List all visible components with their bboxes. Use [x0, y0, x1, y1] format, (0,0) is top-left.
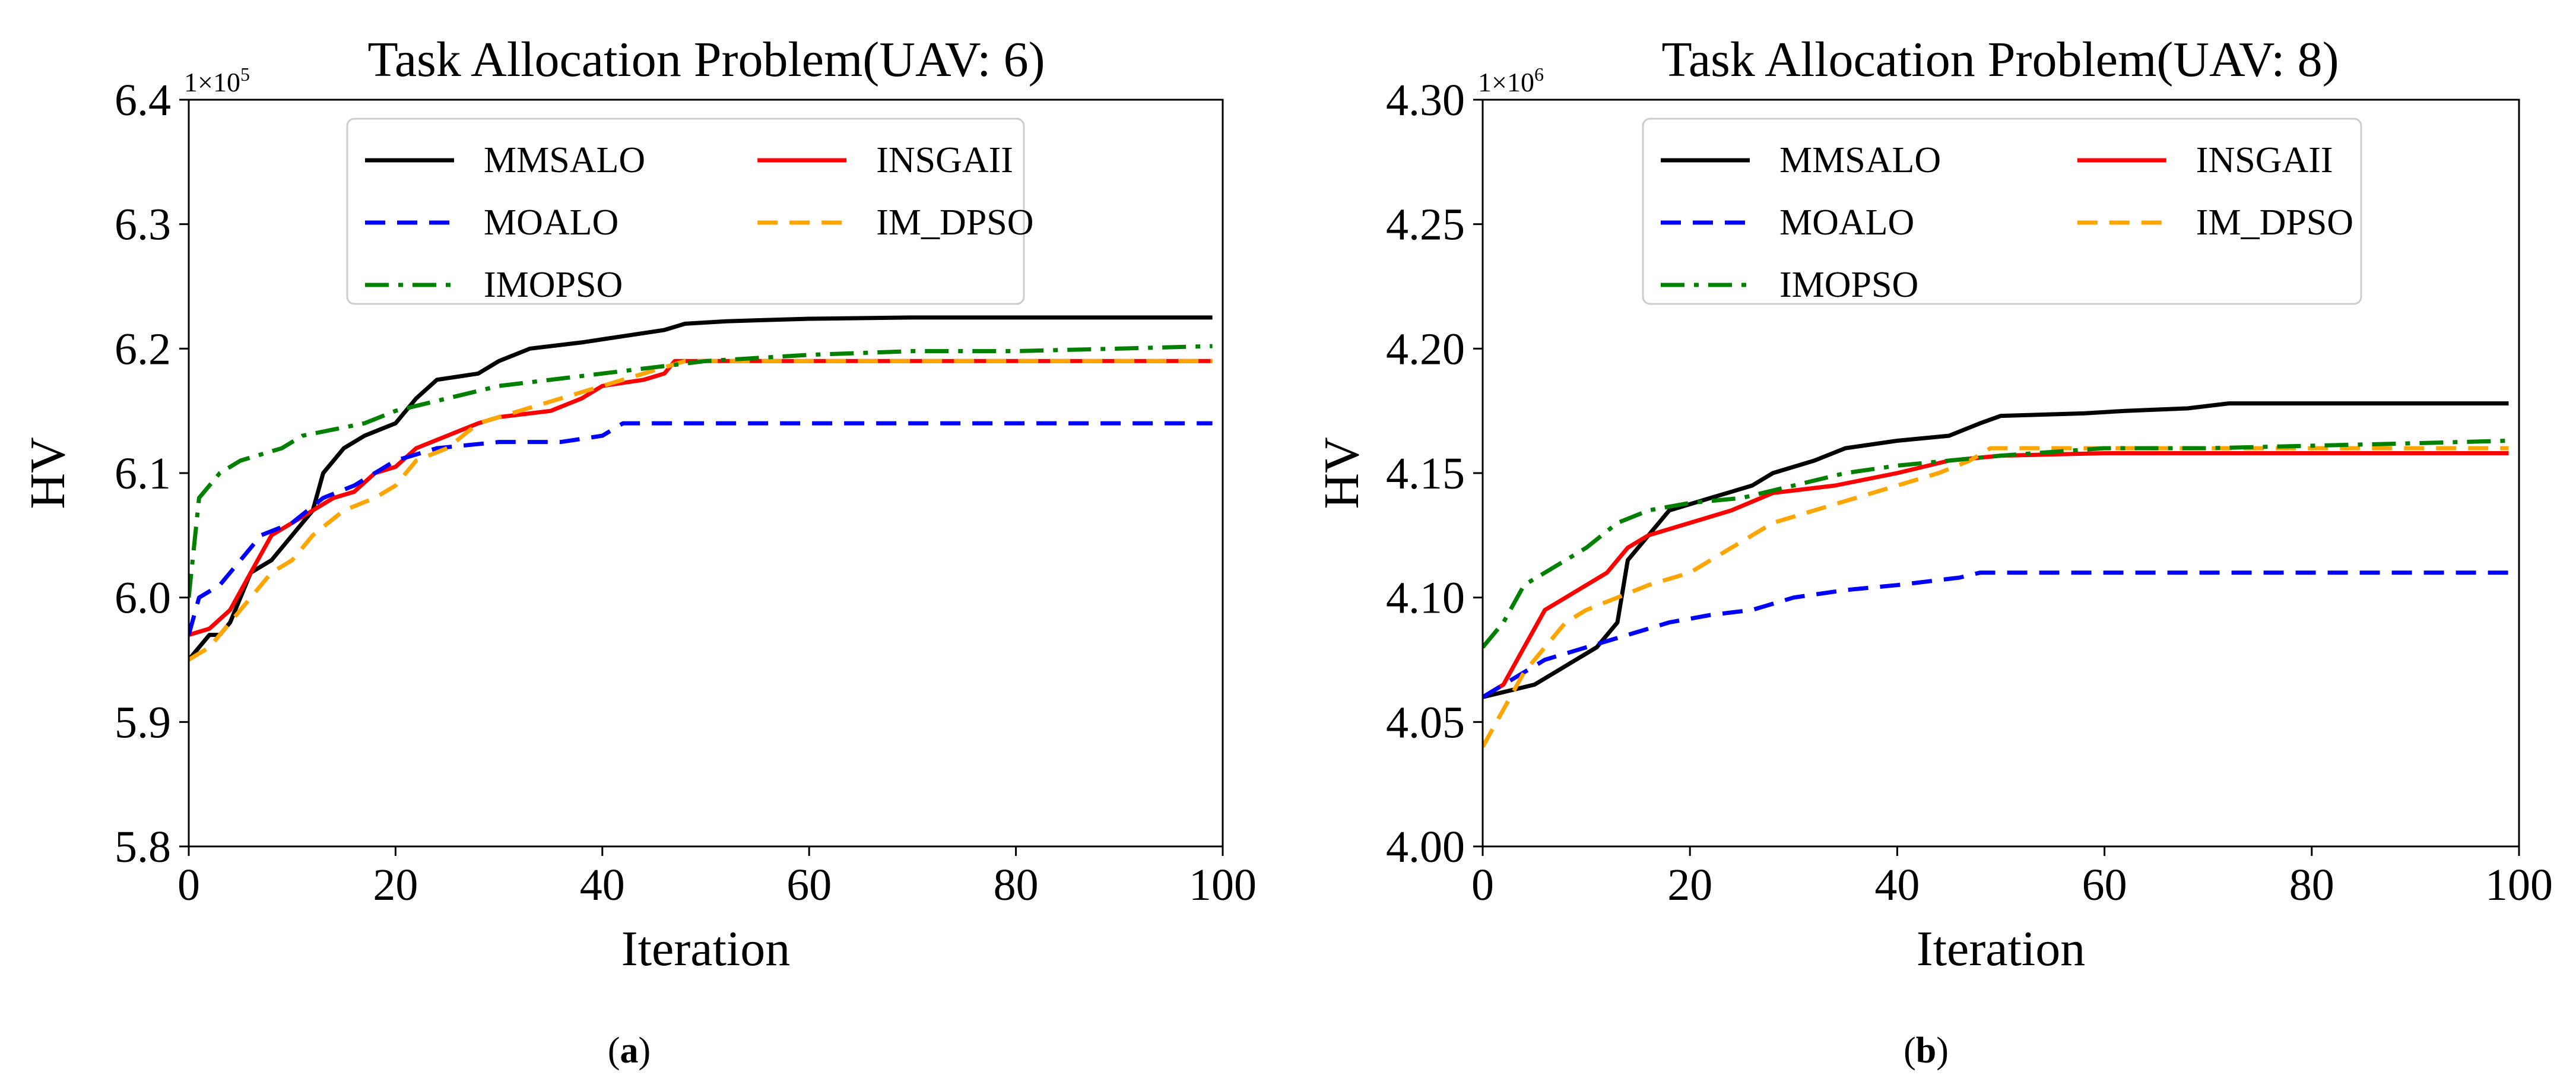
- series-line-imopso: [189, 344, 1213, 598]
- series-group: [189, 315, 1213, 662]
- y-multiplier: 1×105: [184, 64, 250, 97]
- legend: MMSALO INSGAII MOALO IM_DPSO IMOPSO: [1642, 118, 2362, 305]
- x-tick-label: 100: [1189, 860, 1257, 910]
- series-line-moalo: [189, 421, 1213, 636]
- x-tick-label: 20: [1667, 860, 1712, 910]
- y-tick-label: 5.9: [115, 697, 171, 747]
- y-tick-label: 4.30: [1386, 75, 1465, 125]
- y-tick-label: 4.10: [1386, 573, 1465, 623]
- series-group: [1483, 401, 2509, 748]
- x-tick-label: 0: [177, 860, 200, 910]
- legend-label: INSGAII: [2196, 140, 2333, 180]
- y-tick-label: 4.05: [1386, 697, 1465, 747]
- x-axis-label: Iteration: [621, 921, 791, 976]
- y-multiplier-exponent: 5: [240, 64, 250, 85]
- subfigure-caption: (b): [1904, 1030, 1949, 1071]
- legend-label: MOALO: [1779, 202, 1914, 243]
- legend: MMSALO INSGAII MOALO IM_DPSO IMOPSO: [346, 118, 1033, 305]
- caption-letter: b: [1916, 1030, 1936, 1071]
- chart-b: 0 20 40 60 80 100 4.00 4.05 4.10 4.15 4.20 4.25 4.30…: [1314, 32, 2553, 1071]
- x-tick-label: 80: [994, 860, 1039, 910]
- chart-a: 0 20 40 60 80 100 5.8 5.9 6.0 6.1 6.2 6.3 6.4 1×105 Ta…: [20, 32, 1257, 1071]
- chart-title: Task Allocation Problem(UAV: 6): [367, 32, 1045, 87]
- y-tick-label: 6.0: [115, 573, 171, 623]
- y-tick-label: 5.8: [115, 822, 171, 872]
- legend-label: IMOPSO: [1779, 265, 1918, 305]
- y-tick-label: 6.4: [115, 75, 171, 125]
- legend-label: IM_DPSO: [876, 202, 1033, 243]
- legend-label: INSGAII: [876, 140, 1013, 180]
- y-multiplier: 1×106: [1478, 64, 1544, 97]
- series-line-insgaii: [1483, 451, 2509, 699]
- y-tick-label: 4.00: [1386, 822, 1465, 872]
- caption-open: (: [1904, 1030, 1916, 1071]
- caption-letter: a: [620, 1030, 639, 1071]
- x-tick-label: 0: [1471, 860, 1494, 910]
- legend-label: MMSALO: [484, 140, 645, 180]
- y-tick-label: 4.15: [1386, 449, 1465, 499]
- series-line-im_dpso: [189, 359, 1213, 662]
- y-multiplier-base: 1×10: [184, 67, 240, 97]
- caption-close: ): [639, 1030, 651, 1071]
- y-tick-label: 4.25: [1386, 200, 1465, 250]
- series-line-moalo: [1483, 570, 2509, 699]
- y-axis-label: HV: [1314, 437, 1369, 509]
- legend-label: MMSALO: [1779, 140, 1941, 180]
- x-axis-label: Iteration: [1917, 921, 2086, 976]
- x-tick-label: 40: [580, 860, 625, 910]
- y-multiplier-exponent: 6: [1534, 64, 1544, 85]
- legend-label: MOALO: [484, 202, 618, 243]
- series-line-insgaii: [189, 359, 1213, 637]
- series-line-imopso: [1483, 439, 2509, 649]
- y-axis-label: HV: [20, 437, 75, 509]
- subfigure-caption: (a): [608, 1030, 651, 1071]
- y-tick-label: 4.20: [1386, 324, 1465, 374]
- legend-box: [346, 118, 1025, 305]
- y-tick-label: 6.3: [115, 200, 171, 250]
- y-tick-label: 6.2: [115, 324, 171, 374]
- y-multiplier-base: 1×10: [1478, 67, 1534, 97]
- series-line-mmsalo: [189, 315, 1213, 661]
- legend-label: IM_DPSO: [2196, 202, 2353, 243]
- x-tick-label: 100: [2485, 860, 2553, 910]
- series-line-im_dpso: [1483, 446, 2509, 748]
- x-tick-label: 60: [786, 860, 832, 910]
- series-line-mmsalo: [1483, 401, 2509, 699]
- caption-close: ): [1936, 1030, 1949, 1071]
- x-tick-label: 80: [2289, 860, 2334, 910]
- caption-open: (: [608, 1030, 620, 1071]
- x-tick-label: 60: [2082, 860, 2127, 910]
- legend-box: [1642, 118, 2362, 305]
- y-tick-label: 6.1: [115, 449, 171, 499]
- x-tick-label: 20: [373, 860, 418, 910]
- legend-label: IMOPSO: [484, 265, 623, 305]
- chart-title: Task Allocation Problem(UAV: 8): [1661, 32, 2339, 87]
- x-tick-label: 40: [1874, 860, 1920, 910]
